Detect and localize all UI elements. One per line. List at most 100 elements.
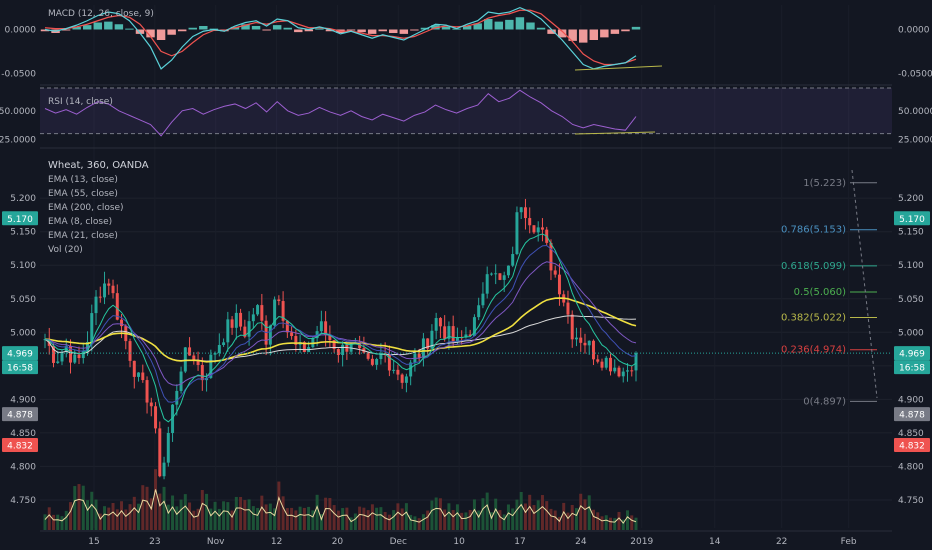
candle-body bbox=[77, 354, 81, 359]
right-price-badge bbox=[894, 211, 930, 226]
macd-axis-tick: 0.0000 bbox=[5, 26, 37, 36]
candle-body bbox=[417, 353, 421, 358]
left-axis-tick: 4.850 bbox=[10, 429, 36, 439]
candle-body bbox=[387, 354, 391, 371]
candle-body bbox=[196, 360, 200, 365]
candle-body bbox=[430, 330, 434, 349]
candle-body bbox=[247, 321, 251, 337]
volume-bar bbox=[481, 498, 485, 530]
candle-body bbox=[213, 353, 217, 355]
volume-bar bbox=[626, 510, 629, 530]
candle-body bbox=[477, 305, 481, 318]
volume-bar bbox=[604, 515, 608, 530]
candle-body bbox=[256, 305, 260, 315]
volume-bar bbox=[213, 501, 217, 530]
macd-histogram-bar bbox=[420, 27, 430, 30]
time-axis-tick: 22 bbox=[776, 537, 787, 547]
volume-bar bbox=[387, 514, 391, 530]
volume-bar bbox=[209, 508, 213, 530]
volume-bar bbox=[358, 506, 362, 530]
fib-trend-line bbox=[851, 169, 878, 399]
candle-body bbox=[336, 349, 340, 356]
rsi-pane[interactable]: RSI (14, close) bbox=[40, 87, 892, 137]
left-price-badge bbox=[2, 346, 38, 361]
time-axis-tick: Feb bbox=[841, 537, 857, 547]
volume-bar bbox=[566, 512, 570, 530]
volume-bar bbox=[587, 495, 591, 530]
macd-histogram-bar bbox=[262, 29, 271, 31]
candle-body bbox=[341, 344, 345, 356]
candle-body bbox=[243, 326, 247, 337]
right-axis-tick: 5.100 bbox=[898, 261, 924, 271]
candle-body bbox=[434, 318, 438, 331]
volume-bar bbox=[94, 499, 98, 530]
volume-bar bbox=[260, 495, 264, 530]
fibonacci-levels[interactable]: 1(5.223) 0.786(5.153) 0.618(5.099) 0.5(5.06… bbox=[781, 178, 877, 408]
candle-body bbox=[86, 341, 90, 351]
candle-body bbox=[511, 254, 515, 266]
candle-body bbox=[81, 350, 85, 359]
volume-bar bbox=[166, 504, 170, 530]
volume-bar bbox=[183, 494, 187, 530]
main-price-pane[interactable]: 1(5.223) 0.786(5.153) 0.618(5.099) 0.5(5.06… bbox=[40, 160, 892, 530]
candle-body bbox=[468, 334, 472, 336]
volume-bar bbox=[103, 506, 107, 530]
right-axis-tick: 5.050 bbox=[898, 295, 924, 305]
volume-bar bbox=[468, 509, 472, 530]
right-axis-tick: 5.150 bbox=[898, 228, 924, 238]
candle-body bbox=[604, 357, 608, 368]
candle-body bbox=[60, 352, 64, 362]
macd-pane[interactable]: MACD (12, 26, close, 9) bbox=[40, 6, 663, 71]
candle-body bbox=[111, 285, 115, 294]
candle-body bbox=[519, 207, 523, 213]
volume-bar bbox=[404, 503, 408, 530]
volume-bar bbox=[523, 503, 527, 530]
fib-level-label: 0(4.897) bbox=[803, 396, 846, 407]
indicator-label-ema200: EMA (200, close) bbox=[48, 203, 124, 213]
candle-body bbox=[98, 296, 102, 298]
macd-axis-tick-right: -0.0500 bbox=[898, 69, 932, 79]
macd-histogram-bar bbox=[378, 29, 387, 32]
macd-histogram-bar bbox=[188, 27, 197, 30]
volume-bar bbox=[158, 493, 162, 530]
volume-bar bbox=[553, 510, 557, 530]
macd-histogram-bar bbox=[61, 29, 71, 31]
volume-bar bbox=[256, 507, 260, 530]
time-axis-tick: Dec bbox=[390, 537, 407, 547]
candle-body bbox=[200, 364, 204, 381]
indicator-label-ema8: EMA (8, close) bbox=[48, 217, 112, 227]
candle-body bbox=[528, 218, 532, 226]
macd-histogram-bar bbox=[346, 29, 356, 31]
left-axis-tick: 5.000 bbox=[10, 328, 36, 338]
volume-bar bbox=[600, 516, 604, 530]
volume-bar bbox=[277, 481, 281, 530]
volume-bar bbox=[477, 510, 481, 530]
macd-histogram-bar bbox=[325, 29, 335, 32]
fib-level-label: 0.618(5.099) bbox=[781, 261, 846, 272]
candle-body bbox=[277, 299, 281, 302]
candle-body bbox=[553, 270, 557, 275]
time-axis[interactable]: 15 23 Nov 12 20 Dec 10 17 24 2019 14 22 Feb bbox=[88, 537, 857, 547]
candle-body bbox=[396, 369, 400, 375]
volume-bar bbox=[175, 506, 179, 530]
right-price-badge bbox=[894, 360, 930, 375]
macd-histogram-bar bbox=[40, 29, 50, 32]
right-axis-tick: 4.750 bbox=[898, 496, 924, 506]
right-price-badge bbox=[894, 407, 930, 422]
volume-bar bbox=[196, 508, 200, 530]
volume-bar bbox=[294, 510, 298, 530]
volume-bar bbox=[188, 502, 192, 530]
right-price-badges: 5.170 4.969 16:58 4.878 4.832 bbox=[894, 211, 930, 452]
left-price-badge-text: 5.170 bbox=[7, 215, 33, 225]
volume-bar bbox=[536, 500, 540, 530]
indicator-label-ema13: EMA (13, close) bbox=[48, 175, 118, 185]
macd-histogram-bar bbox=[610, 29, 620, 34]
candle-body bbox=[183, 347, 187, 372]
fib-level-label: 0.786(5.153) bbox=[781, 225, 846, 236]
volume-bar bbox=[613, 518, 617, 530]
volume-bar bbox=[485, 492, 489, 530]
candle-body bbox=[494, 273, 498, 275]
candle-body bbox=[438, 318, 442, 327]
